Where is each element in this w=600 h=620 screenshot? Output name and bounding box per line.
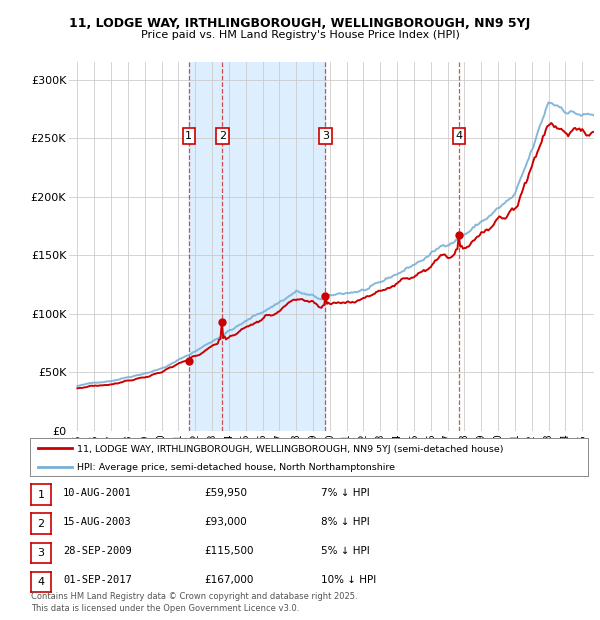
Text: 15-AUG-2003: 15-AUG-2003 — [63, 517, 132, 527]
Text: 5% ↓ HPI: 5% ↓ HPI — [321, 546, 370, 556]
Text: £167,000: £167,000 — [204, 575, 253, 585]
Text: Price paid vs. HM Land Registry's House Price Index (HPI): Price paid vs. HM Land Registry's House … — [140, 30, 460, 40]
Text: 7% ↓ HPI: 7% ↓ HPI — [321, 488, 370, 498]
Text: 01-SEP-2017: 01-SEP-2017 — [63, 575, 132, 585]
Text: £93,000: £93,000 — [204, 517, 247, 527]
Text: 4: 4 — [38, 577, 44, 587]
Text: 1: 1 — [185, 131, 193, 141]
Text: 10-AUG-2001: 10-AUG-2001 — [63, 488, 132, 498]
Text: Contains HM Land Registry data © Crown copyright and database right 2025.
This d: Contains HM Land Registry data © Crown c… — [31, 591, 358, 613]
Text: 3: 3 — [38, 548, 44, 558]
Text: 2: 2 — [38, 519, 44, 529]
Text: HPI: Average price, semi-detached house, North Northamptonshire: HPI: Average price, semi-detached house,… — [77, 463, 395, 472]
Text: 3: 3 — [322, 131, 329, 141]
Text: 4: 4 — [455, 131, 463, 141]
Text: 1: 1 — [38, 490, 44, 500]
Text: 8% ↓ HPI: 8% ↓ HPI — [321, 517, 370, 527]
Text: £115,500: £115,500 — [204, 546, 254, 556]
Text: 2: 2 — [219, 131, 226, 141]
Text: 28-SEP-2009: 28-SEP-2009 — [63, 546, 132, 556]
Text: 11, LODGE WAY, IRTHLINGBOROUGH, WELLINGBOROUGH, NN9 5YJ: 11, LODGE WAY, IRTHLINGBOROUGH, WELLINGB… — [70, 17, 530, 30]
Text: 11, LODGE WAY, IRTHLINGBOROUGH, WELLINGBOROUGH, NN9 5YJ (semi-detached house): 11, LODGE WAY, IRTHLINGBOROUGH, WELLINGB… — [77, 445, 504, 454]
Text: £59,950: £59,950 — [204, 488, 247, 498]
Text: 10% ↓ HPI: 10% ↓ HPI — [321, 575, 376, 585]
Bar — [189, 62, 325, 431]
